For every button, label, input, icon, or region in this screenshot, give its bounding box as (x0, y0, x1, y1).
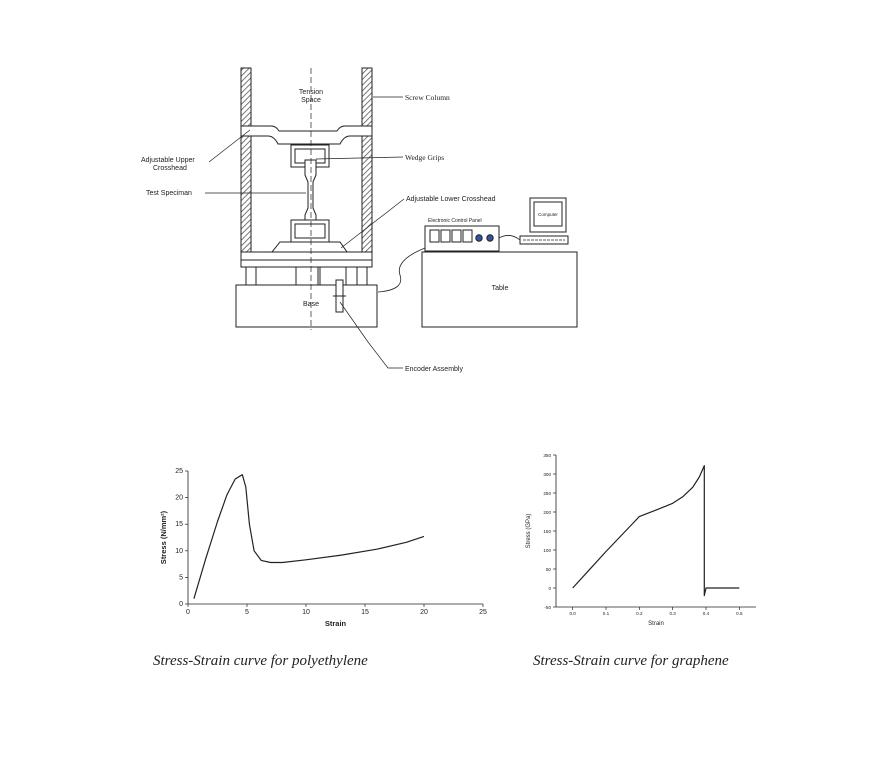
y-axis-title: Stress (GPa) (526, 514, 532, 549)
x-tick-label: 15 (361, 609, 369, 616)
y-tick-label: 10 (175, 548, 183, 555)
label-computer: Computer (538, 212, 558, 217)
y-tick-label: 25 (175, 468, 183, 475)
machine-platform (240, 251, 373, 261)
y-tick-label: 20 (175, 495, 183, 502)
upper-crosshead (240, 125, 373, 145)
caption-polyethylene: Stress-Strain curve for polyethylene (153, 653, 368, 669)
graphene-chart: 0.0 0.1 0.2 0.3 0.4 0.5 -50 0 50 100 150 200 250 300 3… (526, 453, 756, 627)
x-tick-label: 0.5 (736, 611, 743, 616)
x-tick-label: 0.3 (669, 611, 676, 616)
label-control-panel: Electronic Control Panel (428, 218, 482, 224)
x-tick-label: 0.2 (636, 611, 643, 616)
label-screw-column: Screw Column (405, 93, 450, 102)
y-tick-label: 15 (175, 521, 183, 528)
y-tick-label: 150 (543, 529, 551, 534)
label-base: Base (303, 301, 319, 308)
y-tick-label: -50 (544, 605, 551, 610)
series-line (193, 474, 425, 599)
x-tick-label: 25 (479, 609, 487, 616)
x-tick-label: 0 (186, 609, 190, 616)
x-tick-label: 20 (420, 609, 428, 616)
polyethylene-chart: 0 5 10 15 20 25 0 5 10 15 20 25 Strain Stress (N/mm²) (159, 468, 487, 628)
label-encoder-assembly: Encoder Assembly (405, 366, 463, 373)
caption-graphene: Stress-Strain curve for graphene (533, 653, 729, 669)
y-tick-label: 100 (543, 548, 551, 553)
y-tick-label: 300 (543, 472, 551, 477)
label-upper-crosshead-2: Crosshead (153, 165, 187, 172)
x-tick-label: 5 (245, 609, 249, 616)
lower-crosshead (270, 241, 348, 253)
x-tick-label: 0.4 (703, 611, 710, 616)
x-axis-title: Strain (648, 621, 664, 627)
label-tension-space-1: Tension (299, 89, 323, 96)
label-wedge-grips: Wedge Grips (405, 153, 444, 162)
x-tick-label: 0.0 (569, 611, 576, 616)
x-axis-title: Strain (325, 619, 347, 628)
machine-base (235, 284, 378, 328)
label-table: Table (492, 285, 509, 292)
x-tick-label: 10 (302, 609, 310, 616)
y-tick-label: 0 (548, 586, 551, 591)
y-tick-label: 50 (546, 567, 552, 572)
label-upper-crosshead-1: Adjustable Upper (141, 157, 195, 164)
screw-column-left (240, 67, 252, 259)
y-tick-label: 350 (543, 453, 551, 458)
y-tick-label: 200 (543, 510, 551, 515)
label-test-specimen: Test Speciman (146, 190, 192, 197)
series-line (572, 465, 740, 597)
y-tick-label: 250 (543, 491, 551, 496)
table-shape (421, 251, 578, 328)
x-tick-label: 0.1 (603, 611, 610, 616)
y-tick-label: 0 (179, 601, 183, 608)
screw-column-right (361, 67, 373, 259)
y-tick-label: 5 (179, 574, 183, 581)
y-axis-title: Stress (N/mm²) (159, 510, 168, 564)
label-tension-space-2: Space (301, 97, 321, 104)
label-lower-crosshead: Adjustable Lower Crosshead (406, 196, 496, 203)
